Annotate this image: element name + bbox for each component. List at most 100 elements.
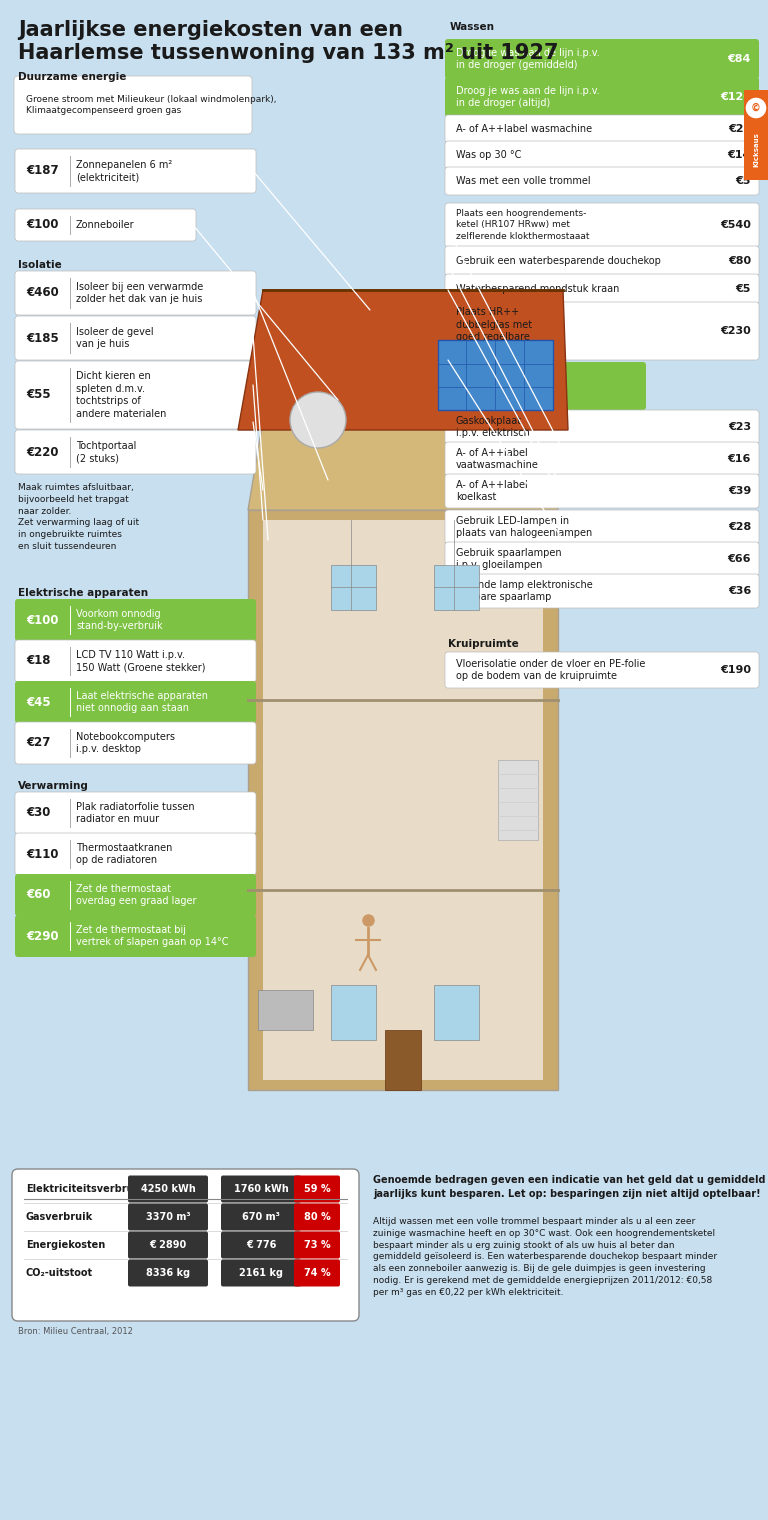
Text: €14: €14 [727, 150, 751, 160]
Bar [331, 565, 376, 610]
Text: Normaal: Normaal [149, 1187, 187, 1196]
Text: Plaats HR++
dubbelglas met
goed regelbare
ventilatieroosters: Plaats HR++ dubbelglas met goed regelbar… [456, 307, 541, 354]
FancyBboxPatch shape [445, 141, 759, 169]
Bar [248, 511, 558, 1090]
Text: Gaskookplaat
i.p.v. elektrisch: Gaskookplaat i.p.v. elektrisch [456, 416, 530, 438]
FancyBboxPatch shape [15, 722, 256, 765]
Text: LCD TV 110 Watt i.p.v.
150 Watt (Groene stekker): LCD TV 110 Watt i.p.v. 150 Watt (Groene … [76, 651, 206, 672]
FancyBboxPatch shape [15, 316, 256, 360]
Text: Jaarlijkse energiekosten van een: Jaarlijkse energiekosten van een [18, 20, 403, 40]
Text: Notebookcomputers
i.p.v. desktop: Notebookcomputers i.p.v. desktop [76, 731, 175, 754]
Text: €18: €18 [26, 655, 51, 667]
FancyBboxPatch shape [445, 204, 759, 246]
Text: €110: €110 [26, 848, 58, 860]
Text: 59 %: 59 % [303, 1184, 330, 1195]
Text: €185: €185 [26, 331, 58, 345]
Text: Gasverbruik: Gasverbruik [26, 1211, 93, 1222]
Text: A- of A++label
vaatwasmachine: A- of A++label vaatwasmachine [456, 448, 539, 470]
Text: Isolatie: Isolatie [18, 260, 61, 271]
FancyBboxPatch shape [294, 1175, 340, 1202]
Text: Gebruik LED-lampen in
plaats van halogeenlampen: Gebruik LED-lampen in plaats van halogee… [456, 515, 592, 538]
Text: €190: €190 [720, 666, 751, 675]
Text: Was met een volle trommel: Was met een volle trommel [456, 176, 591, 185]
FancyBboxPatch shape [15, 681, 256, 724]
FancyBboxPatch shape [445, 274, 759, 304]
Text: €100: €100 [26, 614, 58, 626]
FancyBboxPatch shape [221, 1175, 301, 1202]
Text: Staande lamp elektronische
dimbare spaarlamp: Staande lamp elektronische dimbare spaar… [456, 579, 593, 602]
Text: Tochtportaal
(2 stuks): Tochtportaal (2 stuks) [76, 441, 137, 464]
Text: 80 %: 80 % [303, 1211, 330, 1222]
FancyBboxPatch shape [445, 575, 759, 608]
Text: Thermostaatkranen
op de radiatoren: Thermostaatkranen op de radiatoren [76, 842, 172, 865]
Text: €27: €27 [26, 737, 51, 749]
FancyBboxPatch shape [445, 652, 759, 689]
Text: 2161 kg: 2161 kg [239, 1268, 283, 1278]
FancyBboxPatch shape [15, 915, 256, 958]
FancyBboxPatch shape [15, 149, 256, 193]
Text: €36: €36 [728, 587, 751, 596]
FancyBboxPatch shape [445, 543, 759, 576]
Text: Wassen: Wassen [450, 21, 495, 32]
Text: Zet de thermostaat
overdag een graad lager: Zet de thermostaat overdag een graad lag… [76, 883, 197, 906]
Text: Zonneboiler: Zonneboiler [76, 220, 134, 230]
Text: €84: €84 [727, 55, 751, 64]
FancyBboxPatch shape [294, 1260, 340, 1286]
Text: Groene stroom met Milieukeur (lokaal windmolenpark),
Klimaatgecompenseerd groen : Groene stroom met Milieukeur (lokaal win… [26, 94, 276, 116]
FancyBboxPatch shape [128, 1260, 208, 1286]
FancyBboxPatch shape [221, 1231, 301, 1259]
Text: Verwarming: Verwarming [18, 781, 89, 790]
Text: 4250 kWh: 4250 kWh [141, 1184, 195, 1195]
Text: Dicht kieren en
spleten d.m.v.
tochtstrips of
andere materialen: Dicht kieren en spleten d.m.v. tochtstri… [76, 371, 167, 418]
Text: Zet de thermostaat bij
vertrek of slapen gaan op 14°C: Zet de thermostaat bij vertrek of slapen… [76, 924, 229, 947]
FancyBboxPatch shape [294, 1204, 340, 1231]
Text: €230: €230 [720, 325, 751, 336]
Text: Voorkom onnodig
stand-by-verbruik: Voorkom onnodig stand-by-verbruik [76, 610, 163, 631]
Text: Zonnepanelen 6 m²
(elektriciteit): Zonnepanelen 6 m² (elektriciteit) [76, 160, 172, 182]
FancyBboxPatch shape [445, 442, 759, 476]
FancyBboxPatch shape [15, 210, 196, 242]
Circle shape [745, 97, 767, 119]
FancyBboxPatch shape [15, 792, 256, 834]
Text: Groene stroom
Via groene stroom
met Milieukeur.: Groene stroom Via groene stroom met Mili… [456, 371, 550, 401]
Text: €66: €66 [727, 553, 751, 564]
Text: Genoemde bedragen geven een indicatie van het geld dat u gemiddeld
jaarlijks kun: Genoemde bedragen geven een indicatie va… [373, 1175, 766, 1199]
Text: 3370 m³: 3370 m³ [146, 1211, 190, 1222]
Text: €5: €5 [736, 284, 751, 293]
Text: Nu: Nu [247, 1187, 260, 1196]
Circle shape [290, 392, 346, 448]
Bar [385, 1031, 421, 1090]
Text: Duurzame energie: Duurzame energie [18, 71, 127, 82]
Text: Droog je was aan de lijn i.p.v.
in de droger (altijd): Droog je was aan de lijn i.p.v. in de dr… [456, 85, 600, 108]
Text: €28: €28 [728, 521, 751, 532]
Text: Laat elektrische apparaten
niet onnodig aan staan: Laat elektrische apparaten niet onnodig … [76, 690, 208, 713]
Text: €460: €460 [26, 286, 58, 299]
Text: €80: €80 [728, 255, 751, 266]
Text: Bron: Milieu Centraal, 2012: Bron: Milieu Centraal, 2012 [18, 1327, 133, 1336]
FancyBboxPatch shape [15, 599, 256, 641]
Text: Maak ruimtes afsluitbaar,
bijvoorbeeld het trapgat
naar zolder.
Zet verwarming l: Maak ruimtes afsluitbaar, bijvoorbeeld h… [18, 483, 139, 552]
Text: €28: €28 [728, 125, 751, 134]
Text: Plak radiatorfolie tussen
radiator en muur: Plak radiatorfolie tussen radiator en mu… [76, 803, 194, 824]
Text: 670 m³: 670 m³ [242, 1211, 280, 1222]
Text: € 2890: € 2890 [149, 1240, 187, 1249]
FancyBboxPatch shape [445, 246, 759, 277]
Bar [744, 90, 768, 179]
FancyBboxPatch shape [12, 1169, 359, 1321]
Bar [258, 990, 313, 1031]
Text: Gebruik een waterbesparende douchekop: Gebruik een waterbesparende douchekop [456, 255, 661, 266]
Text: €16: €16 [727, 454, 751, 464]
Text: €30: €30 [26, 807, 51, 819]
Text: Energiekosten: Energiekosten [26, 1240, 105, 1249]
Text: Besparing: Besparing [296, 1187, 341, 1196]
Text: Isoleer de gevel
van je huis: Isoleer de gevel van je huis [76, 327, 154, 350]
Bar [434, 565, 479, 610]
Text: Gebruik spaarlampen
i.p.v. gloeilampen: Gebruik spaarlampen i.p.v. gloeilampen [456, 547, 561, 570]
FancyBboxPatch shape [128, 1231, 208, 1259]
FancyBboxPatch shape [221, 1260, 301, 1286]
FancyBboxPatch shape [445, 362, 646, 410]
FancyBboxPatch shape [128, 1175, 208, 1202]
Text: €23: €23 [728, 423, 751, 432]
Text: Plaats een hoogrendements-
ketel (HR107 HRww) met
zelflerende klokthermostaaat: Plaats een hoogrendements- ketel (HR107 … [456, 210, 590, 240]
FancyBboxPatch shape [445, 40, 759, 79]
